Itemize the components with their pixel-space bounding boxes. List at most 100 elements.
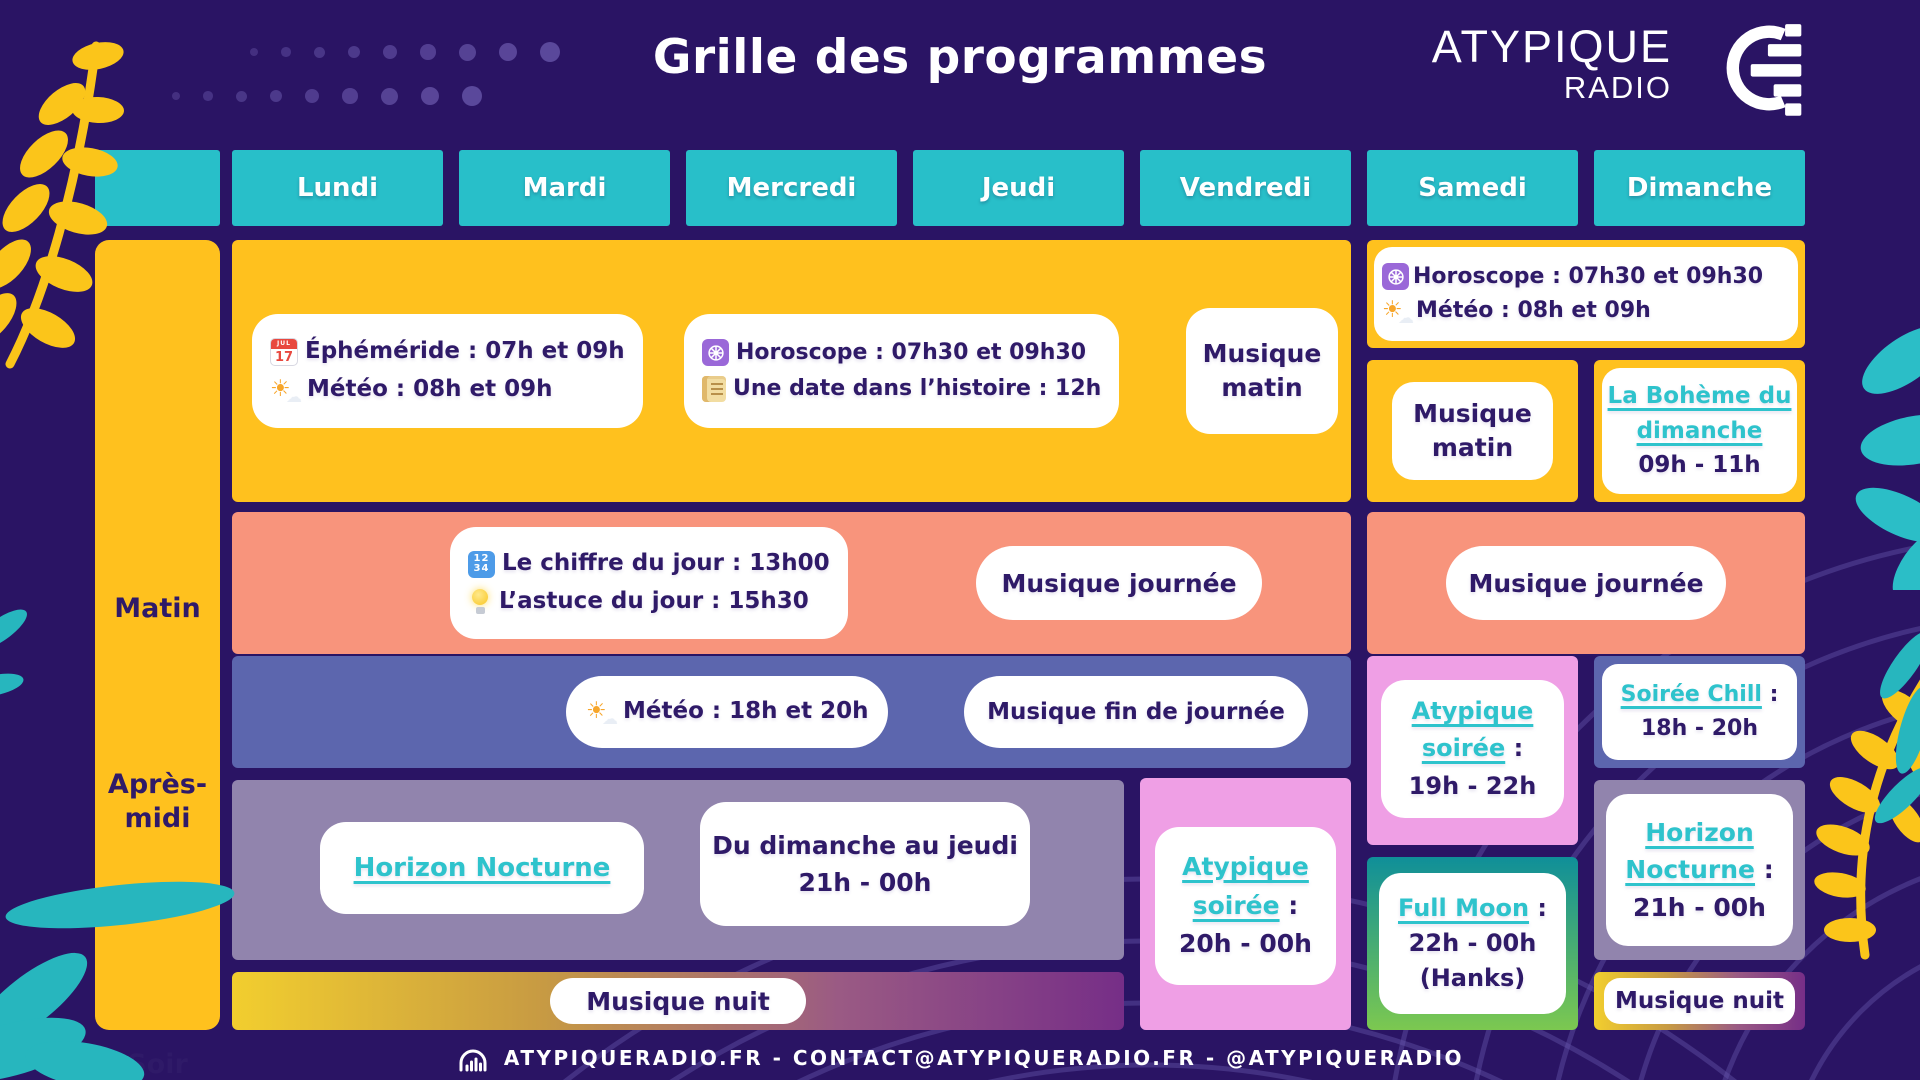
card-atypique-soiree-vendredi: Atypique soirée : 20h - 00h [1155, 827, 1336, 985]
sun-cloud-icon [586, 694, 618, 732]
day-header-dimanche: Dimanche [1594, 150, 1805, 226]
block-soiree-chill: Soirée Chill : 18h - 20h [1594, 656, 1805, 768]
block-matin-weekend: Horoscope : 07h30 et 09h30 Météo : 08h e… [1367, 240, 1805, 348]
horizon-nocturne-link[interactable]: Horizon Nocturne [1625, 817, 1756, 885]
card-text: Musique journée [1468, 568, 1704, 598]
card-text: Le chiffre du jour : 13h00 [502, 550, 830, 577]
card-text: Météo : 08h et 09h [307, 376, 553, 402]
dots-decoration-row1 [250, 42, 560, 62]
la-boheme-link[interactable]: La Bohème du dimanche [1607, 383, 1792, 444]
dharma-wheel-icon [702, 339, 729, 367]
block-apres-midi-semaine: Le chiffre du jour : 13h00 L’astuce du j… [232, 512, 1351, 654]
block-soir-semaine: Horizon Nocturne Du dimanche au jeudi 21… [232, 780, 1124, 960]
card-soiree-chill: Soirée Chill : 18h - 20h [1602, 664, 1797, 760]
card-text: : [1279, 890, 1299, 920]
card-text: : [1529, 894, 1547, 923]
atypique-soiree-link[interactable]: Atypique soirée [1411, 697, 1534, 763]
card-text: Une date dans l’histoire : 12h [733, 376, 1102, 401]
card-time: 19h - 22h [1408, 771, 1537, 800]
card-meteo-soir: Météo : 18h et 20h [566, 676, 889, 748]
soiree-chill-link[interactable]: Soirée Chill [1620, 681, 1762, 707]
card-atypique-soiree-samedi: Atypique soirée : 19h - 22h [1381, 680, 1564, 818]
atypique-soiree-link[interactable]: Atypique soirée [1182, 851, 1309, 920]
card-musique-matin-samedi: Musique matin [1392, 382, 1553, 480]
time-column: Matin Après-midi Soir [95, 240, 220, 1080]
card-time: 22h - 00h [1408, 929, 1537, 958]
card-time: 18h - 20h [1640, 716, 1758, 741]
teal-leaf-left-decoration [0, 609, 27, 697]
card-text: Musique matin [1413, 399, 1532, 462]
full-moon-link[interactable]: Full Moon [1398, 894, 1530, 923]
card-la-boheme: La Bohème du dimanche 09h - 11h [1602, 368, 1797, 494]
card-full-moon: Full Moon : 22h - 00h (Hanks) [1379, 873, 1566, 1014]
card-chiffre-astuce: Le chiffre du jour : 13h00 L’astuce du j… [450, 527, 848, 639]
card-musique-nuit-dimanche: Musique nuit [1604, 978, 1795, 1024]
block-atypique-soiree-samedi: Atypique soirée : 19h - 22h [1367, 656, 1578, 845]
block-full-moon: Full Moon : 22h - 00h (Hanks) [1367, 857, 1578, 1030]
day-header-jeudi: Jeudi [913, 150, 1124, 226]
card-musique-fin-de-journee: Musique fin de journée [964, 676, 1308, 748]
card-text: Musique nuit [586, 986, 770, 1016]
sun-cloud-icon [1382, 293, 1414, 331]
calendar-icon: JUL 17 [270, 338, 298, 367]
sun-cloud-icon [270, 372, 302, 410]
card-text: L’astuce du jour : 15h30 [499, 588, 809, 614]
dots-decoration-row2 [172, 86, 482, 106]
card-text: Musique matin [1202, 339, 1322, 402]
day-label: Samedi [1418, 173, 1527, 203]
card-musique-journee-semaine: Musique journée [976, 546, 1262, 620]
card-musique-nuit-semaine: Musique nuit [550, 978, 806, 1024]
page-title: Grille des programmes [652, 30, 1268, 85]
card-musique-matin-semaine: Musique matin [1186, 308, 1338, 434]
block-horizon-nocturne-dimanche: Horizon Nocturne : 21h - 00h [1594, 780, 1805, 960]
block-dimanche-matin: La Bohème du dimanche 09h - 11h [1594, 360, 1805, 502]
card-musique-journee-weekend: Musique journée [1446, 546, 1726, 620]
card-horoscope-weekend: Horoscope : 07h30 et 09h30 Météo : 08h e… [1374, 247, 1798, 341]
brand-name: ATYPIQUE [1431, 21, 1672, 72]
card-text: Musique journée [1001, 568, 1237, 598]
card-text: Météo : 08h et 09h [1416, 298, 1651, 323]
footer-contact: ATYPIQUERADIO.FR - CONTACT@ATYPIQUERADIO… [503, 1045, 1465, 1070]
day-header-mardi: Mardi [459, 150, 670, 226]
card-text: Musique fin de journée [987, 699, 1285, 725]
numbers-icon [468, 550, 495, 578]
brand-subtitle: RADIO [1563, 70, 1672, 105]
time-label-matin: Matin [114, 593, 201, 624]
dharma-wheel-icon [1382, 263, 1409, 291]
card-text: : [1761, 681, 1779, 707]
day-label: Mardi [522, 173, 607, 203]
day-header-mercredi: Mercredi [686, 150, 897, 226]
day-header-samedi: Samedi [1367, 150, 1578, 226]
footer: ATYPIQUERADIO.FR - CONTACT@ATYPIQUERADIO… [0, 1035, 1920, 1080]
day-label: Vendredi [1179, 173, 1312, 203]
block-fin-journee-semaine: Météo : 18h et 20h Musique fin de journé… [232, 656, 1351, 768]
card-horoscope-semaine: Horoscope : 07h30 et 09h30 Une date dans… [684, 314, 1120, 428]
card-text: Météo : 18h et 20h [623, 698, 869, 725]
block-musique-nuit-semaine: Musique nuit [232, 972, 1124, 1030]
card-time: 09h - 11h [1638, 452, 1761, 479]
card-time: 21h - 00h [798, 868, 932, 897]
teal-leaves-right-decoration [1855, 326, 1920, 590]
block-atypique-soiree-vendredi: Atypique soirée : 20h - 00h [1140, 778, 1351, 1030]
scroll-icon [702, 376, 726, 403]
card-text: Horoscope : 07h30 et 09h30 [736, 339, 1087, 365]
day-label: Mercredi [726, 173, 857, 203]
horizon-nocturne-link[interactable]: Horizon Nocturne [353, 853, 611, 883]
card-host: (Hanks) [1419, 963, 1526, 992]
card-horaires-nocturne: Du dimanche au jeudi 21h - 00h [700, 802, 1030, 926]
card-text: Éphéméride : 07h et 09h [305, 338, 625, 365]
card-text: : [1505, 734, 1524, 763]
card-horizon-nocturne-dimanche: Horizon Nocturne : 21h - 00h [1606, 794, 1793, 946]
time-label-apres-midi: Après-midi [107, 769, 208, 834]
card-time: 20h - 00h [1179, 929, 1312, 959]
brand-logo: ATYPIQUE RADIO [1432, 24, 1672, 103]
day-header-lundi: Lundi [232, 150, 443, 226]
card-text: Musique nuit [1615, 988, 1784, 1014]
card-text: Horoscope : 07h30 et 09h30 [1413, 263, 1764, 289]
headphones-icon [459, 1049, 487, 1071]
card-text: Du dimanche au jeudi [712, 830, 1018, 860]
card-text: : [1755, 855, 1774, 885]
